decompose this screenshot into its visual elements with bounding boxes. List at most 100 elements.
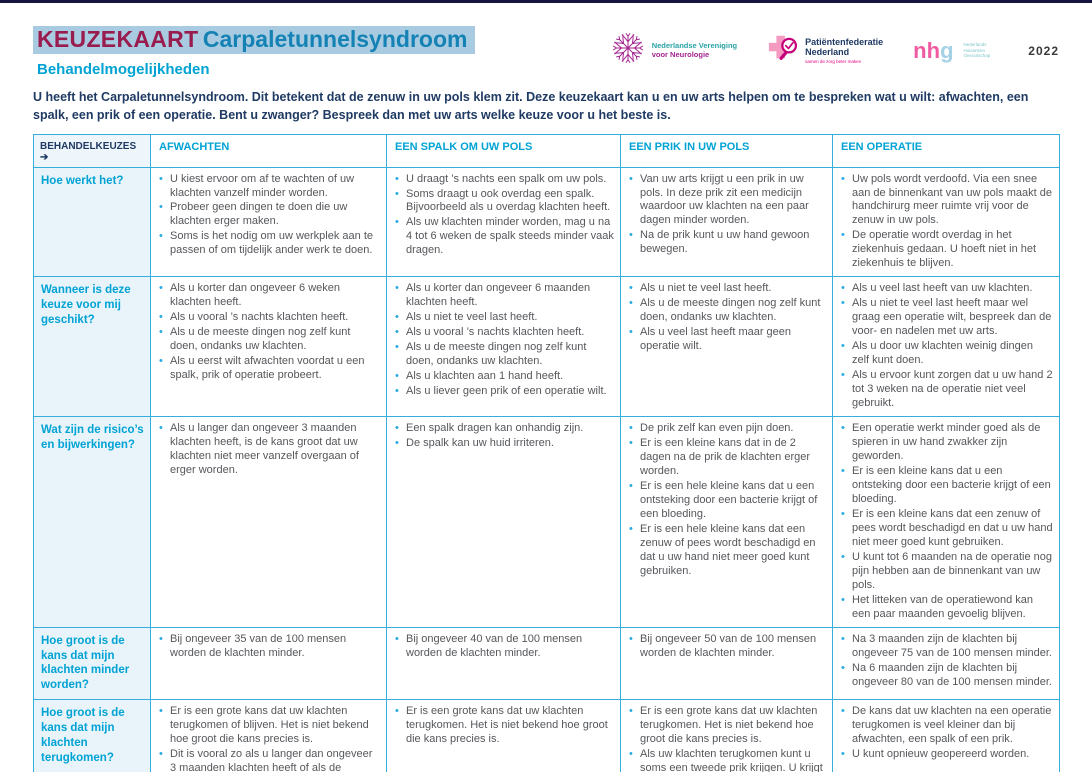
bullet-item: Als u door uw klachten weinig dingen zel… (841, 340, 1053, 368)
bullet-list: Er is een grote kans dat uw klachten ter… (629, 705, 826, 772)
bullet-item: U kiest ervoor om af te wachten of uw kl… (159, 173, 380, 201)
table-cell: U draagt ’s nachts een spalk om uw pols.… (386, 166, 621, 278)
nvn-logo-text: Nederlandse Vereniging voor Neurologie (651, 40, 738, 59)
bullet-list: U kiest ervoor om af te wachten of uw kl… (159, 173, 380, 259)
bullet-item: Soms is het nodig om uw werkplek aan te … (159, 230, 380, 258)
bullet-item: De spalk kan uw huid irriteren. (395, 437, 614, 451)
bullet-item: Als u niet te veel last heeft. (395, 311, 614, 325)
table-cell: Er is een grote kans dat uw klachten ter… (620, 699, 833, 772)
neuron-icon (610, 30, 646, 71)
column-header: EEN PRIK IN UW POLS (620, 133, 833, 168)
bullet-item: De prik zelf kan even pijn doen. (629, 422, 826, 436)
treatment-table: BEHANDELKEUZES ➔ AFWACHTEN EEN SPALK OM U… (33, 133, 1060, 772)
row-label: Hoe werkt het? (33, 166, 151, 278)
bullet-item: Er is een grote kans dat uw klachten ter… (395, 705, 614, 747)
bullet-item: Bij ongeveer 40 van de 100 mensen worden… (395, 633, 614, 661)
row-label: Wat zijn de risico’s en bijwerkingen? (33, 416, 151, 628)
bullet-item: Soms draagt u ook overdag een spalk. Bij… (395, 188, 614, 216)
column-header: EEN SPALK OM UW POLS (386, 133, 621, 168)
logo-row: Nederlandse Vereniging voor Neurologie P… (610, 30, 1059, 71)
pf-logo-text: Patiëntenfederatie Nederland samen de zo… (805, 37, 884, 64)
bullet-list: Als u korter dan ongeveer 6 maanden klac… (395, 282, 614, 399)
table-cell: Er is een grote kans dat uw klachten ter… (150, 699, 387, 772)
bullet-list: De prik zelf kan even pijn doen.Er is ee… (629, 422, 826, 579)
bullet-list: Bij ongeveer 35 van de 100 mensen worden… (159, 633, 380, 661)
bullet-list: Van uw arts krijgt u een prik in uw pols… (629, 173, 826, 258)
cross-magnifier-icon (767, 32, 799, 69)
bullet-item: Het litteken van de operatiewond kan een… (841, 594, 1053, 622)
bullet-item: Er is een hele kleine kans dat een zenuw… (629, 523, 826, 579)
bullet-item: Er is een grote kans dat uw klachten ter… (629, 705, 826, 747)
bullet-item: Uw pols wordt verdoofd. Via een snee aan… (841, 173, 1053, 229)
bullet-item: Na de prik kunt u uw hand gewoon bewegen… (629, 229, 826, 257)
bullet-item: Na 6 maanden zijn de klachten bij ongeve… (841, 662, 1053, 690)
table-cell: Een spalk dragen kan onhandig zijn.De sp… (386, 416, 621, 628)
bullet-item: Er is een kleine kans dat in de 2 dagen … (629, 437, 826, 479)
table-cell: Bij ongeveer 40 van de 100 mensen worden… (386, 626, 621, 701)
bullet-item: Een spalk dragen kan onhandig zijn. (395, 422, 614, 436)
bullet-item: Er is een kleine kans dat een zenuw of p… (841, 508, 1053, 550)
bullet-item: Bij ongeveer 50 van de 100 mensen worden… (629, 633, 826, 661)
table-cell: Van uw arts krijgt u een prik in uw pols… (620, 166, 833, 278)
table-row: Wat zijn de risico’s en bijwerkingen?Als… (33, 416, 1060, 628)
bullet-item: Als u vooral ’s nachts klachten heeft. (395, 326, 614, 340)
corner-header: BEHANDELKEUZES ➔ (33, 133, 151, 168)
bullet-item: Na 3 maanden zijn de klachten bij ongeve… (841, 633, 1053, 661)
nhg-logo-text: Nederlands Huisartsen Genootschap (963, 41, 991, 59)
row-label: Hoe groot is de kans dat mijn klachten m… (33, 626, 151, 701)
nhg-wordmark: nhg (913, 37, 954, 63)
bullet-item: Als u liever geen prik of een operatie w… (395, 385, 614, 399)
table-cell: Als u langer dan ongeveer 3 maanden klac… (150, 416, 387, 628)
table-cell: Als u korter dan ongeveer 6 weken klacht… (150, 276, 387, 418)
year-label: 2022 (1028, 43, 1059, 58)
bullet-item: Als u veel last heeft maar geen operatie… (629, 326, 826, 354)
bullet-item: Als u niet te veel last heeft. (629, 282, 826, 296)
bullet-item: U kunt opnieuw geopereerd worden. (841, 748, 1053, 762)
logo-patientenfederatie: Patiëntenfederatie Nederland samen de zo… (767, 32, 883, 69)
bullet-item: U kunt tot 6 maanden na de operatie nog … (841, 551, 1053, 593)
bullet-item: Dit is vooral zo als u langer dan ongeve… (159, 748, 380, 772)
table-row: Wanneer is deze keuze voor mij geschikt?… (33, 276, 1060, 418)
bullet-item: Als u veel last heeft van uw klachten. (841, 282, 1053, 296)
row-label: Hoe groot is de kans dat mijn klachten t… (33, 699, 151, 772)
bullet-item: Als u de meeste dingen nog zelf kunt doe… (159, 326, 380, 354)
table-cell: Bij ongeveer 50 van de 100 mensen worden… (620, 626, 833, 701)
row-label: Wanneer is deze keuze voor mij geschikt? (33, 276, 151, 418)
bullet-item: De kans dat uw klachten na een operatie … (841, 705, 1053, 747)
table-cell: Bij ongeveer 35 van de 100 mensen worden… (150, 626, 387, 701)
intro-paragraph: U heeft het Carpaletunnelsyndroom. Dit b… (33, 90, 1029, 123)
bullet-item: Probeer geen dingen te doen die uw klach… (159, 201, 380, 229)
bullet-item: Als u vooral ’s nachts klachten heeft. (159, 311, 380, 325)
bullet-list: Een operatie werkt minder goed als de sp… (841, 422, 1053, 622)
table-cell: Een operatie werkt minder goed als de sp… (832, 416, 1060, 628)
bullet-list: Als u veel last heeft van uw klachten.Al… (841, 282, 1053, 411)
bullet-item: Van uw arts krijgt u een prik in uw pols… (629, 173, 826, 229)
bullet-item: Als u eerst wilt afwachten voordat u een… (159, 355, 380, 383)
bullet-item: Als u ervoor kunt zorgen dat u uw hand 2… (841, 369, 1053, 411)
bullet-item: Er is een grote kans dat uw klachten ter… (159, 705, 380, 747)
bullet-list: Als u langer dan ongeveer 3 maanden klac… (159, 422, 380, 478)
table-cell: De kans dat uw klachten na een operatie … (832, 699, 1060, 772)
table-row: Hoe groot is de kans dat mijn klachten m… (33, 626, 1060, 701)
treatment-table-wrap: BEHANDELKEUZES ➔ AFWACHTEN EEN SPALK OM U… (33, 133, 1060, 772)
bullet-item: Een operatie werkt minder goed als de sp… (841, 422, 1053, 464)
page-title: KEUZEKAART Carpaletunnelsyndroom (33, 26, 476, 55)
table-row: Hoe groot is de kans dat mijn klachten t… (33, 699, 1060, 772)
title-block: KEUZEKAART Carpaletunnelsyndroom Behande… (33, 26, 476, 79)
column-header: EEN OPERATIE (832, 133, 1060, 168)
header: KEUZEKAART Carpaletunnelsyndroom Behande… (33, 26, 1059, 78)
bullet-item: Als u niet te veel last heeft maar wel g… (841, 297, 1053, 339)
table-row: Hoe werkt het? U kiest ervoor om af te wa… (33, 166, 1060, 278)
bullet-item: De operatie wordt overdag in het ziekenh… (841, 229, 1053, 271)
bullet-item: Als u klachten aan 1 hand heeft. (395, 370, 614, 384)
bullet-item: Als u korter dan ongeveer 6 maanden klac… (395, 282, 614, 310)
table-cell: Uw pols wordt verdoofd. Via een snee aan… (832, 166, 1060, 278)
table-cell: Als u niet te veel last heeft.Als u de m… (620, 276, 833, 418)
table-cell: Na 3 maanden zijn de klachten bij ongeve… (832, 626, 1060, 701)
bullet-item: Als uw klachten terugkomen kunt u soms e… (629, 748, 826, 772)
bullet-item: Er is een kleine kans dat u een ontsteki… (841, 465, 1053, 507)
table-cell: Er is een grote kans dat uw klachten ter… (386, 699, 621, 772)
bullet-list: U draagt ’s nachts een spalk om uw pols.… (395, 173, 614, 259)
subtitle: Behandelmogelijkheden (37, 61, 210, 79)
bullet-item: Bij ongeveer 35 van de 100 mensen worden… (159, 633, 380, 661)
